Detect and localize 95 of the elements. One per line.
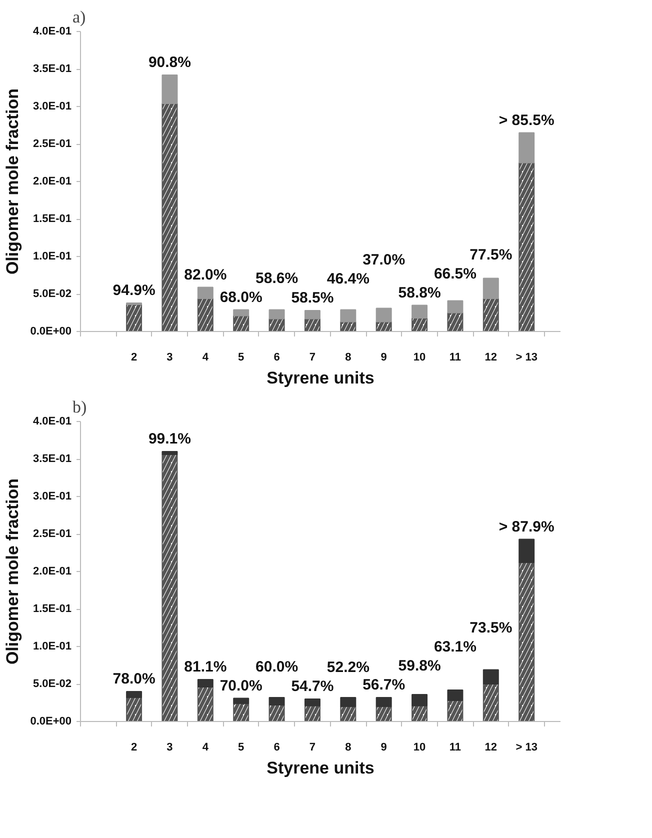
x-tick-label: 6 <box>274 742 280 754</box>
bar <box>376 697 392 707</box>
y-tick-label: 1.0E-01 <box>32 250 72 262</box>
bar <box>268 309 285 320</box>
x-tick-label: 11 <box>449 742 462 754</box>
x-tick-label: 7 <box>309 742 316 754</box>
bar <box>162 74 178 104</box>
x-tick-label: 8 <box>345 352 352 364</box>
x-tick-label: > 13 <box>516 352 538 364</box>
x-tick-label: 5 <box>238 352 244 364</box>
x-tick-label: 5 <box>238 742 244 754</box>
annotation: 52.2% <box>326 659 370 676</box>
annotation: 58.8% <box>398 284 441 302</box>
annotation: > 87.9% <box>498 518 554 536</box>
annotation: 90.8% <box>148 54 191 71</box>
x-tick-label: 8 <box>345 742 352 754</box>
annotation: 60.0% <box>256 658 298 676</box>
bar <box>268 697 285 706</box>
annotation: > 85.5% <box>498 112 554 129</box>
x-tick-label: 11 <box>449 352 462 364</box>
x-tick-label: > 13 <box>516 742 538 754</box>
annotation: 59.8% <box>398 658 441 674</box>
annotation: 63.1% <box>434 638 476 656</box>
bar <box>340 697 356 707</box>
annotation: 54.7% <box>291 678 334 695</box>
bar <box>447 690 464 701</box>
x-axis-title: Styrene units <box>266 368 374 388</box>
annotation: 77.5% <box>470 246 512 264</box>
y-tick-label: 3.0E-01 <box>32 100 72 112</box>
y-tick-label: 5.0E-02 <box>32 288 72 300</box>
bar <box>304 310 320 320</box>
annotation: 82.0% <box>184 266 227 284</box>
bar <box>482 669 499 684</box>
x-tick-label: 12 <box>484 742 498 754</box>
y-axis-title: Oligomer mole fraction <box>3 88 22 275</box>
annotation: 58.6% <box>256 270 298 287</box>
x-tick-label: 9 <box>380 742 387 754</box>
y-tick-label: 5.0E-02 <box>32 678 72 690</box>
y-tick-label: 3.5E-01 <box>32 453 72 465</box>
x-tick-label: 6 <box>274 352 280 364</box>
annotation: 46.4% <box>326 270 370 288</box>
y-tick-label: 1.5E-01 <box>32 603 72 615</box>
chart-title: a) <box>72 8 86 26</box>
y-tick-label: 2.5E-01 <box>32 528 72 540</box>
annotation: 78.0% <box>112 670 156 688</box>
y-tick-label: 3.5E-01 <box>32 63 72 75</box>
x-tick-label: 3 <box>166 742 173 754</box>
bar <box>197 679 214 688</box>
y-tick-label: 1.5E-01 <box>32 213 72 225</box>
y-tick-label: 4.0E-01 <box>32 26 72 38</box>
y-tick-label: 2.0E-01 <box>32 566 72 578</box>
y-tick-label: 2.5E-01 <box>32 138 72 150</box>
bar <box>518 538 535 563</box>
bar <box>340 309 356 322</box>
annotation: 56.7% <box>362 676 406 694</box>
annotation: 70.0% <box>220 677 262 694</box>
x-tick-label: 9 <box>380 352 387 364</box>
bar <box>126 691 142 698</box>
bar <box>233 309 250 316</box>
x-tick-label: 12 <box>484 352 498 364</box>
y-tick-label: 4.0E-01 <box>32 416 72 428</box>
annotation: 94.9% <box>112 282 156 299</box>
bar <box>412 694 428 706</box>
annotation: 68.0% <box>220 288 262 306</box>
bar <box>482 278 499 299</box>
annotation: 58.5% <box>291 290 334 306</box>
annotation: 66.5% <box>434 265 476 282</box>
y-axis-title: Oligomer mole fraction <box>3 478 22 665</box>
x-axis-title: Styrene units <box>266 758 374 778</box>
bar <box>162 451 178 455</box>
y-tick-label: 3.0E-01 <box>32 490 72 502</box>
x-tick-label: 3 <box>166 352 173 364</box>
annotation: 37.0% <box>362 252 406 268</box>
x-tick-label: 4 <box>202 742 210 754</box>
y-tick-label: 0.0E+00 <box>30 716 72 728</box>
annotation: 81.1% <box>184 658 227 676</box>
x-tick-label: 2 <box>130 742 138 754</box>
annotation: 73.5% <box>470 620 512 636</box>
y-tick-label: 2.0E-01 <box>32 176 72 188</box>
chart-title: b) <box>72 398 87 416</box>
bar <box>197 286 214 299</box>
x-tick-label: 7 <box>309 352 316 364</box>
y-tick-label: 1.0E-01 <box>32 640 72 652</box>
bar <box>412 304 428 318</box>
x-tick-label: 2 <box>130 352 138 364</box>
bar <box>304 698 320 706</box>
x-tick-label: 4 <box>202 352 210 364</box>
bar <box>376 308 392 322</box>
bar <box>233 698 250 704</box>
y-tick-label: 0.0E+00 <box>30 326 72 338</box>
annotation: 99.1% <box>148 430 191 448</box>
x-tick-label: 10 <box>413 742 426 754</box>
x-tick-label: 10 <box>413 352 426 364</box>
bar <box>447 300 464 314</box>
bar <box>518 132 535 164</box>
